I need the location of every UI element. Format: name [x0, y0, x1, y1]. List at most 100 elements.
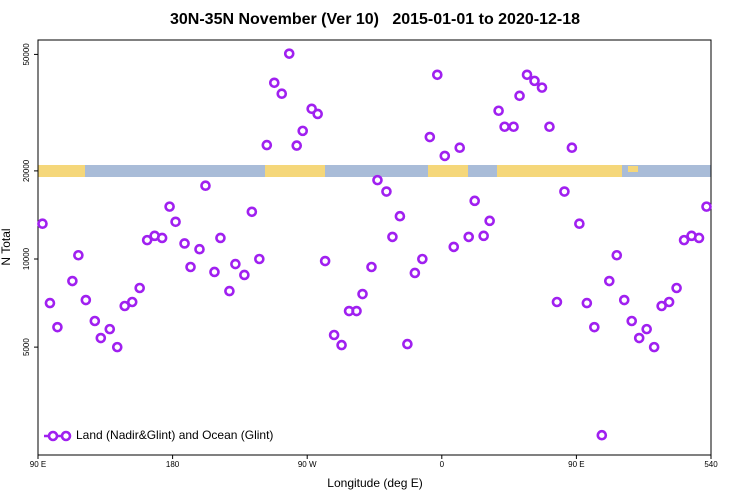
- data-point: [671, 282, 682, 294]
- y-tick-label: 50000: [22, 43, 31, 66]
- data-point: [611, 249, 623, 261]
- data-point: [589, 321, 600, 333]
- data-point: [126, 296, 138, 308]
- data-point: [357, 288, 368, 300]
- data-point: [387, 231, 398, 243]
- data-point: [499, 121, 510, 133]
- data-point: [215, 232, 226, 244]
- legend-marker: [60, 430, 72, 442]
- data-point: [67, 275, 78, 287]
- data-point: [134, 282, 145, 294]
- data-point: [581, 297, 593, 309]
- x-axis-label: Longitude (deg E): [327, 476, 422, 490]
- data-point: [484, 215, 495, 227]
- data-point: [80, 294, 92, 306]
- data-point: [693, 232, 705, 244]
- y-tick-label: 5000: [22, 338, 31, 356]
- data-point: [185, 261, 196, 273]
- data-point: [156, 232, 168, 244]
- data-point: [701, 201, 712, 212]
- x-tick-label: 90 E: [30, 460, 46, 469]
- data-point: [95, 332, 107, 344]
- data-point: [381, 186, 392, 197]
- data-point: [104, 323, 116, 335]
- data-point: [319, 255, 331, 267]
- data-point: [663, 296, 675, 308]
- data-point: [521, 69, 533, 81]
- data-point: [626, 315, 638, 327]
- y-tick-label: 20000: [22, 159, 31, 182]
- x-tick-label: 540: [704, 460, 718, 469]
- legend-marker: [47, 430, 59, 442]
- data-point: [566, 142, 578, 154]
- data-point: [604, 275, 615, 287]
- data-point: [306, 103, 317, 115]
- data-point: [111, 341, 123, 353]
- data-point: [224, 285, 235, 297]
- data-point: [633, 332, 645, 344]
- data-point: [283, 48, 295, 59]
- data-point: [618, 294, 630, 306]
- x-tick-label: 0: [440, 460, 445, 469]
- data-point: [170, 216, 181, 228]
- data-point: [268, 77, 280, 89]
- y-axis-label: N Total: [0, 228, 13, 265]
- data-point: [544, 121, 555, 133]
- data-point: [312, 108, 323, 120]
- data-point: [209, 266, 220, 278]
- data-point: [463, 231, 475, 243]
- data-point: [246, 206, 258, 218]
- plot-frame: [37, 39, 712, 456]
- chart-title: 30N-35N November (Ver 10) 2015-01-01 to …: [170, 11, 580, 28]
- data-point: [409, 267, 421, 279]
- data-point: [351, 305, 362, 317]
- legend-label: Land (Nadir&Glint) and Ocean (Glint): [76, 428, 273, 442]
- x-tick-label: 90 W: [298, 460, 317, 469]
- data-point: [469, 195, 481, 207]
- data-point: [230, 258, 241, 270]
- data-point: [276, 88, 288, 100]
- data-point: [641, 323, 652, 335]
- data-point: [514, 90, 525, 102]
- data-point: [261, 139, 273, 151]
- data-point: [73, 249, 84, 261]
- data-point: [432, 69, 443, 81]
- x-tick-label: 180: [166, 460, 180, 469]
- data-point: [394, 210, 406, 222]
- data-point: [424, 131, 436, 143]
- data-point: [200, 180, 211, 192]
- data-point: [439, 150, 451, 162]
- data-point: [678, 234, 690, 246]
- data-point: [536, 82, 548, 93]
- data-point: [529, 75, 540, 87]
- data-point: [89, 315, 101, 327]
- land-ocean-strip: [38, 165, 711, 177]
- x-tick-label: 90 E: [568, 460, 584, 469]
- data-point: [44, 297, 56, 309]
- data-point: [493, 105, 504, 117]
- data-point: [417, 253, 428, 265]
- data-point: [328, 329, 340, 341]
- data-point: [551, 296, 563, 308]
- data-point: [508, 121, 519, 133]
- data-point: [366, 261, 377, 273]
- data-point: [254, 253, 265, 265]
- data-point: [291, 140, 303, 151]
- data-point: [194, 243, 205, 255]
- data-point: [478, 230, 489, 242]
- y-tick-label: 10000: [22, 247, 31, 270]
- data-point: [596, 429, 608, 441]
- data-point: [454, 142, 466, 154]
- data-point: [37, 218, 48, 230]
- data-point: [448, 241, 460, 253]
- data-point: [574, 218, 585, 230]
- data-point: [141, 234, 153, 246]
- data-point: [402, 338, 413, 350]
- data-point: [648, 341, 660, 353]
- data-point: [239, 269, 250, 281]
- data-point: [372, 174, 383, 186]
- data-point: [179, 238, 190, 249]
- data-point: [559, 186, 570, 197]
- data-point: [164, 201, 175, 212]
